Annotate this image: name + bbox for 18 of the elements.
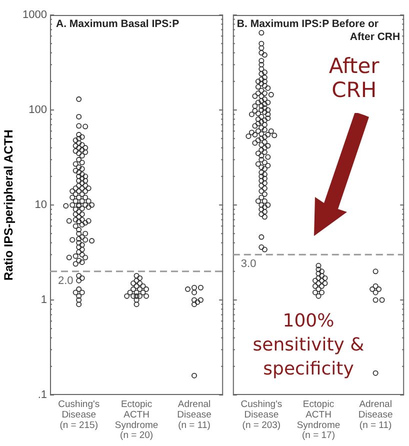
ref-line-label: 3.0 [240,258,256,270]
annotation: After CRH [328,54,380,102]
x-tick-label: Ectopic ACTH Syndrome (n = 17) [296,398,340,442]
y-tick-label: 1 [40,294,47,306]
y-tick-label: 1000 [22,9,47,22]
x-tick-label: Adrenal Disease (n = 11) [177,398,212,431]
x-tick-label: Cushing's Disease (n = 215) [58,398,100,431]
text: B. Maximum IPS:P Before or After CRH [236,18,400,44]
x-tick-label: Ectopic ACTH Syndrome (n = 20) [114,398,158,442]
y-axis-title: Ratio IPS-peripheral ACTH [2,130,16,280]
chart-title: A. Maximum Basal IPS:P [56,18,180,30]
y-tick-label: 100 [28,104,47,116]
y-tick-label: 10 [34,199,47,212]
y-tick-label: .1 [38,389,47,402]
ref-line-label: 2.0 [58,274,74,287]
x-tick-label: Adrenal Disease (n = 11) [358,398,393,431]
x-tick-label: Cushing's Disease (n = 203) [240,398,282,431]
annotation: 100% sensitivity & specificity [252,310,364,380]
